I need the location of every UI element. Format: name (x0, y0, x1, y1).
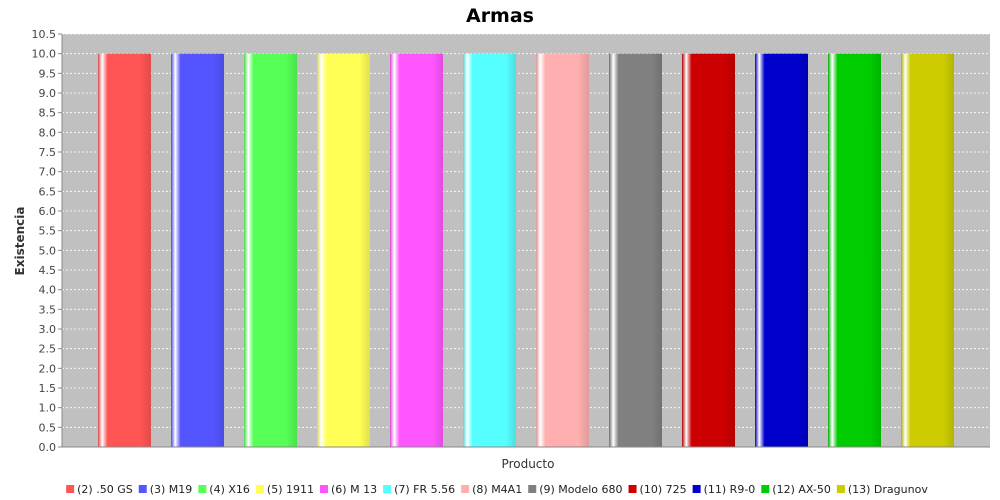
y-tick-label: 4.5 (39, 264, 57, 277)
bar (828, 53, 881, 448)
legend-label: (2) .50 GS (77, 483, 133, 496)
bars (98, 53, 954, 448)
bar (609, 53, 662, 448)
y-tick-label: 10.0 (32, 48, 57, 61)
y-tick-label: 7.5 (39, 146, 57, 159)
y-tick-label: 4.0 (39, 284, 57, 297)
legend-label: (12) AX-50 (772, 483, 831, 496)
bar (755, 53, 808, 448)
legend: (2) .50 GS (3) M19 (4) X16 (5) 1911 (6) M 13… (66, 483, 928, 496)
y-tick-label: 5.5 (39, 225, 57, 238)
y-tick-label: 5.0 (39, 244, 57, 257)
legend-swatch (320, 485, 329, 493)
y-tick-label: 0.0 (39, 441, 57, 454)
bar (98, 53, 151, 448)
y-tick-label: 6.0 (39, 205, 57, 218)
y-tick-label: 7.0 (39, 166, 57, 179)
bar (682, 53, 735, 448)
bar (536, 53, 589, 448)
bar (171, 53, 224, 448)
y-tick-label: 3.0 (39, 323, 57, 336)
y-axis-label: Existencia (13, 207, 27, 276)
y-tick-label: 1.5 (39, 382, 57, 395)
bar (244, 53, 297, 448)
legend-swatch (836, 485, 845, 493)
bar (317, 53, 370, 448)
legend-label: (13) Dragunov (848, 483, 928, 496)
y-tick-label: 1.0 (39, 402, 57, 415)
y-tick-label: 3.5 (39, 303, 57, 316)
legend-label: (5) 1911 (267, 483, 314, 496)
legend-swatch (628, 485, 637, 493)
legend-swatch (461, 485, 470, 493)
legend-label: (6) M 13 (331, 483, 377, 496)
legend-label: (7) FR 5.56 (394, 483, 455, 496)
legend-label: (9) Modelo 680 (539, 483, 622, 496)
y-tick-label: 6.5 (39, 185, 57, 198)
legend-label: (8) M4A1 (472, 483, 522, 496)
legend-label: (3) M19 (150, 483, 193, 496)
bar (390, 53, 443, 448)
y-tick-label: 9.5 (39, 67, 57, 80)
y-tick-label: 9.0 (39, 87, 57, 100)
legend-swatch (66, 485, 75, 493)
bar (901, 53, 954, 448)
legend-label: (4) X16 (209, 483, 250, 496)
legend-swatch (255, 485, 264, 493)
legend-label: (10) 725 (640, 483, 687, 496)
legend-swatch (528, 485, 537, 493)
y-axis-ticks: 0.0 0.5 1.0 1.5 2.0 2.5 3.0 3.5 4.0 4.5 5.0 5.5 6.0 6… (32, 28, 62, 454)
y-tick-label: 0.5 (39, 421, 57, 434)
chart-title: Armas (466, 5, 534, 27)
bar (463, 53, 516, 448)
y-tick-label: 2.5 (39, 343, 57, 356)
legend-swatch (198, 485, 207, 493)
legend-swatch (692, 485, 701, 493)
y-tick-label: 8.0 (39, 126, 57, 139)
x-axis-label: Producto (502, 457, 555, 471)
legend-swatch (383, 485, 392, 493)
y-tick-label: 8.5 (39, 107, 57, 120)
legend-label: (11) R9-0 (704, 483, 756, 496)
y-tick-label: 10.5 (32, 28, 57, 41)
y-tick-label: 2.0 (39, 362, 57, 375)
legend-swatch (761, 485, 770, 493)
legend-swatch (138, 485, 147, 493)
